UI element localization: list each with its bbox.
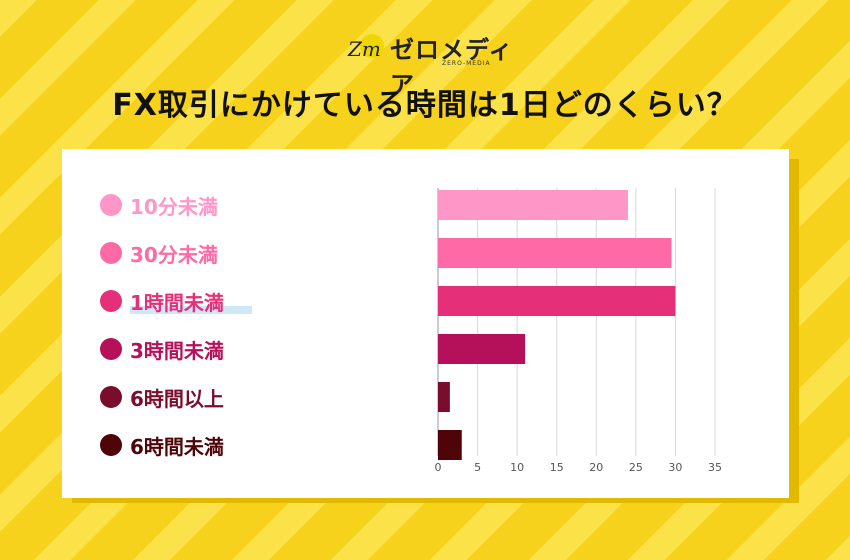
bar: [438, 286, 676, 316]
legend-label: 10分未満: [130, 194, 218, 219]
legend-item: 6時間以上: [100, 382, 224, 412]
page-title: FX取引にかけている時間は1日どのくらい？: [112, 88, 738, 123]
x-tick-label: 20: [589, 461, 603, 474]
bar: [438, 430, 462, 460]
zm-logo-icon: Zm: [347, 34, 384, 61]
legend-label: 3時間未満: [130, 338, 224, 363]
legend-item: 10分未満: [100, 190, 218, 220]
legend-item: 30分未満: [100, 238, 218, 268]
legend-dot-icon: [100, 338, 122, 360]
legend-item: 6時間未満: [100, 430, 224, 460]
bar: [438, 382, 450, 412]
legend-label: 30分未満: [130, 242, 218, 267]
legend-dot-icon: [100, 290, 122, 312]
x-tick-label: 25: [629, 461, 643, 474]
x-tick-label: 5: [474, 461, 481, 474]
brand-name: ゼロメディア: [390, 36, 514, 99]
legend-highlight: [130, 306, 252, 314]
legend-dot-icon: [100, 386, 122, 408]
x-tick-label: 0: [435, 461, 442, 474]
legend-item: 3時間未満: [100, 334, 224, 364]
chart-card: [62, 149, 789, 498]
legend-item: 1時間未満: [100, 286, 224, 316]
legend-label: 1時間未満: [130, 290, 224, 315]
legend-label: 6時間以上: [130, 386, 224, 411]
x-tick-label: 10: [510, 461, 524, 474]
x-tick-label: 15: [550, 461, 564, 474]
legend-label: 6時間未満: [130, 434, 224, 459]
x-tick-label: 30: [668, 461, 682, 474]
bar: [438, 190, 628, 220]
legend-dot-icon: [100, 194, 122, 216]
x-tick-label: 35: [708, 461, 722, 474]
bar: [438, 334, 526, 364]
legend-dot-icon: [100, 434, 122, 456]
legend-dot-icon: [100, 242, 122, 264]
brand-logo: Zm ゼロメディア ZERO-MEDIA: [342, 24, 522, 99]
svg-text:Zm: Zm: [347, 37, 381, 61]
brand-subtitle: ZERO-MEDIA: [442, 60, 491, 67]
bar: [438, 238, 672, 268]
